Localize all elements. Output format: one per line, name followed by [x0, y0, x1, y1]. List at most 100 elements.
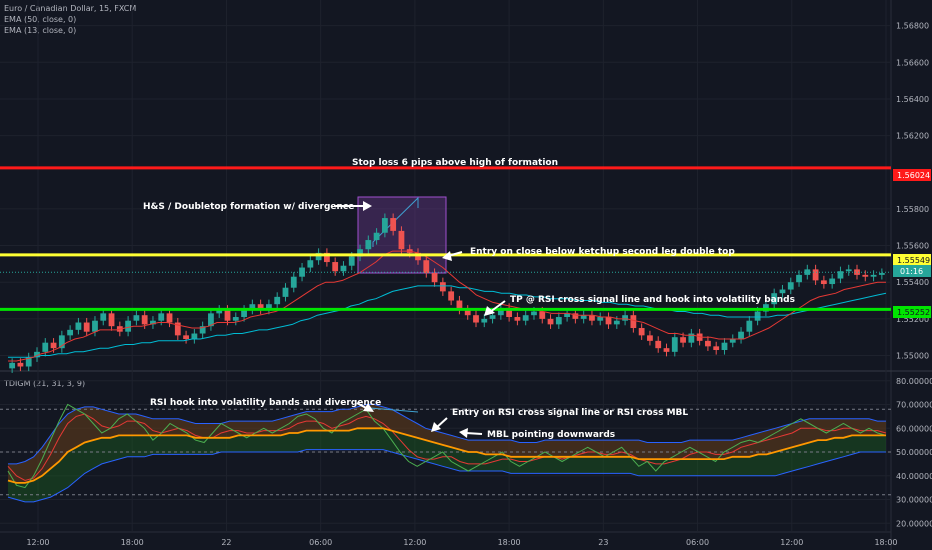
candle-body[interactable] — [481, 318, 488, 323]
candle-body[interactable] — [522, 315, 529, 321]
candle-body[interactable] — [58, 335, 65, 349]
ema50-legend[interactable]: EMA (50, close, 0) — [4, 15, 77, 24]
candle-body[interactable] — [580, 315, 587, 319]
candle-body[interactable] — [232, 317, 239, 321]
candle-body[interactable] — [398, 230, 405, 250]
candle-body[interactable] — [299, 267, 305, 277]
candle-body[interactable] — [431, 273, 438, 283]
candle-body[interactable] — [589, 315, 595, 321]
candle-body[interactable] — [199, 326, 206, 334]
mbl-annotation[interactable]: MBL pointing downwards — [487, 430, 615, 440]
candle-body[interactable] — [688, 333, 695, 343]
candle-body[interactable] — [779, 289, 786, 294]
candle-body[interactable] — [464, 309, 471, 316]
candle-body[interactable] — [721, 342, 728, 351]
candle-body[interactable] — [315, 252, 322, 261]
candle-body[interactable] — [25, 357, 32, 367]
candle-body[interactable] — [696, 333, 703, 341]
candle-body[interactable] — [597, 317, 604, 321]
candle-body[interactable] — [870, 274, 877, 277]
candle-body[interactable] — [357, 249, 363, 257]
candle-body[interactable] — [539, 311, 546, 319]
candle-body[interactable] — [531, 311, 537, 316]
ema13-legend[interactable]: EMA (13, close, 0) — [4, 26, 77, 35]
candle-body[interactable] — [713, 346, 720, 351]
candle-body[interactable] — [705, 340, 711, 347]
candle-body[interactable] — [17, 362, 24, 367]
candle-body[interactable] — [174, 322, 181, 336]
candle-body[interactable] — [183, 335, 189, 340]
candle-body[interactable] — [613, 320, 620, 325]
candle-body[interactable] — [274, 296, 281, 305]
candle-body[interactable] — [497, 307, 504, 316]
indicator-legend[interactable]: TDIGM (21, 31, 3, 9) — [4, 379, 86, 388]
candle-body[interactable] — [423, 260, 430, 274]
candle-body[interactable] — [572, 313, 579, 319]
candle-body[interactable] — [555, 317, 562, 325]
ema13-line[interactable] — [8, 250, 886, 362]
candle-body[interactable] — [787, 282, 794, 290]
candle-body[interactable] — [506, 307, 513, 318]
candle-body[interactable] — [34, 351, 40, 358]
candle-body[interactable] — [9, 362, 16, 369]
candle-body[interactable] — [158, 313, 165, 321]
candle-body[interactable] — [439, 282, 446, 292]
candle-body[interactable] — [663, 348, 670, 352]
candle-body[interactable] — [390, 218, 397, 231]
candle-body[interactable] — [307, 260, 314, 268]
price-axis[interactable]: 1.56800 1.56600 1.56400 1.56200 1.55800 1.556… — [896, 22, 929, 361]
candle-body[interactable] — [141, 315, 148, 325]
candle-body[interactable] — [829, 278, 836, 285]
candle-body[interactable] — [266, 304, 272, 310]
candle-body[interactable] — [771, 293, 778, 305]
candle-body[interactable] — [50, 342, 57, 349]
candle-body[interactable] — [448, 291, 455, 301]
upper-band-line[interactable] — [8, 404, 886, 465]
candle-body[interactable] — [671, 337, 678, 352]
candle-body[interactable] — [514, 317, 521, 321]
candle-body[interactable] — [854, 269, 860, 275]
candle-body[interactable] — [812, 269, 819, 281]
rsi-hook-annotation[interactable]: RSI hook into volatility bands and diver… — [150, 398, 381, 408]
candle-body[interactable] — [456, 300, 463, 310]
candle-body[interactable] — [622, 315, 628, 321]
entry-annotation[interactable]: Entry on close below ketchup second leg … — [470, 247, 735, 257]
candle-body[interactable] — [647, 335, 653, 341]
candle-body[interactable] — [845, 269, 852, 272]
lower-band-line[interactable] — [7, 449, 886, 503]
candle-body[interactable] — [241, 309, 247, 318]
formation-annotation[interactable]: H&S / Doubletop formation w/ divergence — [143, 202, 354, 212]
tp-annotation[interactable]: TP @ RSI cross signal line and hook into… — [510, 295, 795, 305]
candle-body[interactable] — [605, 317, 612, 325]
candle-body[interactable] — [564, 313, 571, 318]
candle-body[interactable] — [166, 313, 173, 323]
candle-body[interactable] — [738, 331, 744, 340]
candle-body[interactable] — [547, 318, 554, 325]
candle-body[interactable] — [75, 322, 82, 330]
candle-body[interactable] — [249, 304, 256, 310]
candle-body[interactable] — [191, 333, 198, 340]
candle-body[interactable] — [415, 252, 421, 261]
candle-body[interactable] — [837, 271, 844, 279]
rsi-divergence-line[interactable] — [369, 407, 419, 413]
candle-body[interactable] — [133, 315, 140, 321]
candle-body[interactable] — [125, 320, 132, 332]
candle-body[interactable] — [746, 320, 753, 332]
candle-body[interactable] — [290, 276, 297, 288]
candle-body[interactable] — [348, 256, 355, 266]
candle-body[interactable] — [323, 252, 330, 263]
candle-body[interactable] — [489, 315, 496, 319]
candle-body[interactable] — [862, 274, 869, 277]
time-axis[interactable]: 12:00 18:00 22 06:00 12:00 18:00 23 06:00 12:00 1… — [26, 538, 897, 547]
candle-body[interactable] — [42, 342, 49, 352]
candle-body[interactable] — [655, 340, 662, 349]
candle-body[interactable] — [340, 265, 347, 272]
candle-body[interactable] — [638, 328, 645, 336]
candle-body[interactable] — [150, 320, 156, 325]
candle-body[interactable] — [820, 280, 827, 285]
candle-body[interactable] — [67, 329, 74, 336]
candle-body[interactable] — [878, 273, 885, 275]
stop-loss-annotation[interactable]: Stop loss 6 pips above high of formation — [352, 158, 558, 168]
rsi-axis[interactable]: 80.00000 70.00000 60.00000 50.00000 40.00000… — [896, 377, 932, 529]
